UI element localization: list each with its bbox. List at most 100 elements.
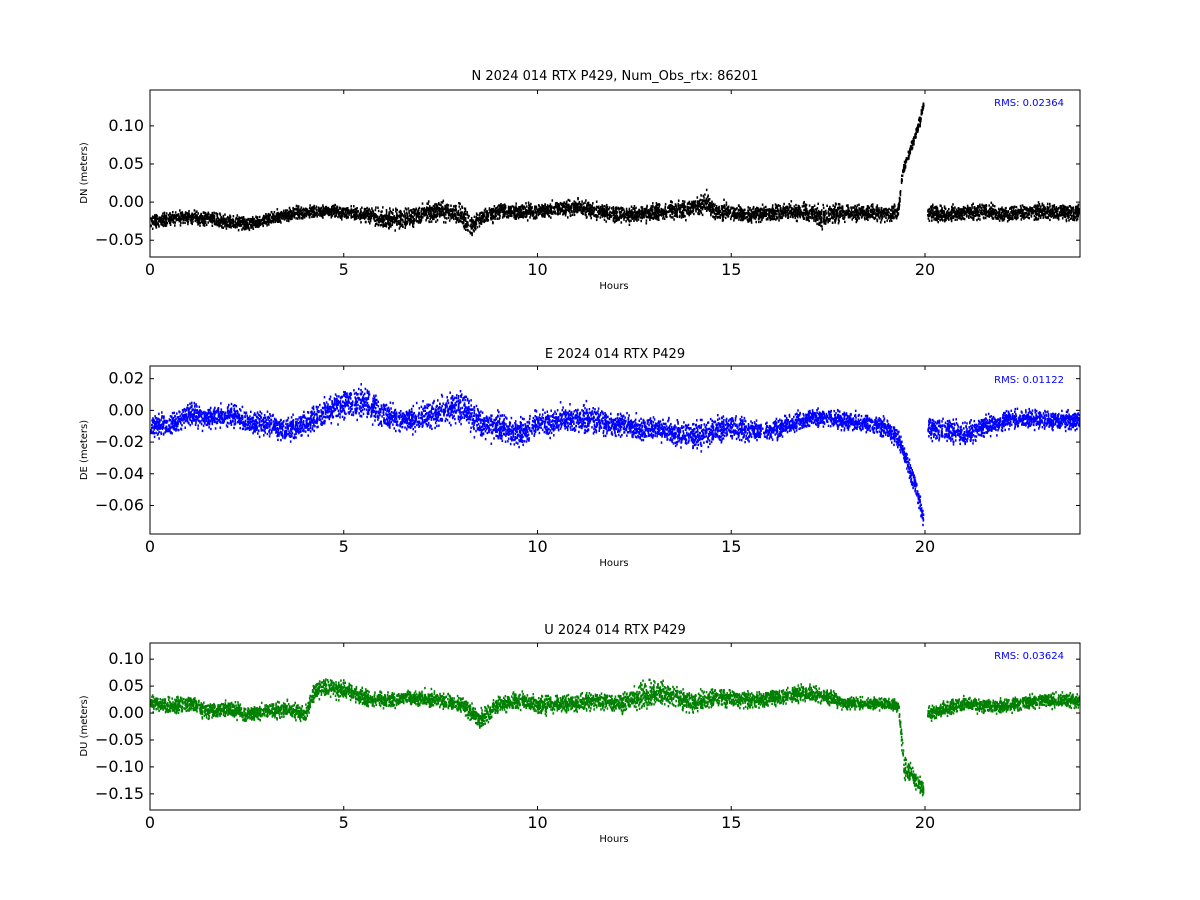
- north-data-point: [442, 209, 444, 212]
- north-data-point: [573, 213, 576, 217]
- north-data-point: [648, 213, 650, 216]
- north-data-point: [747, 206, 749, 209]
- north-data-point: [426, 209, 429, 212]
- north-data-point: [381, 210, 383, 213]
- north-data-point: [474, 228, 477, 231]
- north-data-point: [839, 206, 842, 209]
- north-data-point: [567, 206, 570, 210]
- north-data-point: [244, 218, 246, 221]
- north-data-point: [286, 212, 289, 215]
- north-data-point: [812, 213, 814, 216]
- north-data-point: [395, 214, 398, 217]
- north-data-point: [768, 216, 771, 219]
- north-data-point: [544, 211, 547, 214]
- north-data-point: [178, 216, 180, 219]
- north-data-point: [886, 208, 889, 212]
- north-data-point: [777, 216, 779, 219]
- north-data-point: [575, 205, 577, 208]
- north-data-point: [390, 216, 392, 219]
- north-data-point: [600, 205, 602, 209]
- north-data-point: [780, 207, 782, 210]
- north-data-point: [493, 209, 496, 212]
- north-data-point: [669, 204, 671, 207]
- north-data-point: [590, 206, 592, 210]
- north-data-point: [238, 218, 241, 221]
- north-data-point: [417, 208, 420, 211]
- north-data-point: [566, 208, 568, 211]
- north-data-point: [203, 211, 206, 215]
- north-data-point: [557, 210, 559, 214]
- north-data-point: [450, 217, 452, 220]
- north-data-point: [463, 216, 466, 219]
- north-data-point: [485, 215, 488, 218]
- north-data-point: [373, 219, 376, 222]
- north-data-point: [393, 215, 396, 218]
- north-data-point: [571, 203, 573, 206]
- north-data-point: [658, 208, 660, 212]
- north-data-point: [640, 206, 643, 209]
- north-data-point: [812, 216, 815, 219]
- north-data-point: [556, 208, 559, 211]
- north-data-point: [812, 208, 815, 212]
- north-data-point: [772, 210, 774, 213]
- north-data-point: [645, 219, 648, 222]
- north-data-point: [169, 223, 172, 226]
- north-data-point: [879, 221, 882, 224]
- north-data-point: [808, 204, 811, 207]
- north-data-point: [216, 212, 219, 216]
- north-data-point: [369, 219, 372, 223]
- north-data-point: [837, 218, 840, 222]
- north-data-point: [770, 208, 773, 211]
- north-data-point: [369, 209, 371, 212]
- north-data-point: [555, 205, 557, 209]
- north-data-point: [408, 211, 410, 215]
- north-data-point: [718, 206, 720, 210]
- north-data-point: [417, 209, 419, 212]
- north-data-point: [210, 213, 212, 217]
- north-data-point: [368, 212, 371, 216]
- north-data-point: [724, 209, 727, 213]
- north-data-point: [800, 210, 803, 214]
- north-data-point: [241, 228, 243, 231]
- north-data-point: [837, 214, 840, 218]
- north-data-point: [809, 216, 811, 219]
- north-data-point: [502, 204, 504, 207]
- north-data-point: [754, 208, 756, 212]
- north-data-point: [650, 206, 653, 210]
- north-data-point: [686, 202, 689, 205]
- north-data-point: [515, 216, 517, 219]
- north-data-point: [212, 216, 214, 219]
- north-data-point: [693, 200, 695, 203]
- north-data-point: [665, 214, 667, 217]
- north-data-point: [439, 210, 441, 213]
- north-data-point: [219, 213, 222, 217]
- north-data-point: [525, 202, 527, 205]
- north-data-point: [388, 216, 391, 219]
- north-data-point: [542, 205, 544, 209]
- north-data-point: [622, 214, 625, 218]
- north-data-point: [684, 215, 686, 218]
- north-data-point: [804, 212, 807, 215]
- north-data-point: [312, 215, 315, 218]
- north-data-point: [185, 218, 187, 221]
- north-data-point: [861, 211, 864, 214]
- north-data-point: [423, 209, 425, 213]
- north-data-point: [161, 223, 164, 226]
- north-data-point: [697, 200, 699, 204]
- north-data-point: [282, 212, 284, 215]
- north-data-point: [296, 212, 298, 215]
- north-data-point: [807, 216, 810, 219]
- north-data-point: [410, 220, 412, 224]
- north-data-point: [514, 217, 516, 220]
- north-data-point: [382, 223, 385, 226]
- north-data-point: [363, 207, 366, 211]
- north-data-point: [486, 216, 489, 219]
- north-data-point: [630, 216, 633, 219]
- north-data-point: [329, 211, 331, 214]
- north-data-point: [870, 210, 873, 213]
- north-data-point: [850, 209, 853, 212]
- north-data-point: [758, 220, 760, 224]
- north-data-point: [705, 209, 708, 212]
- north-data-point: [822, 203, 824, 207]
- north-data-point: [715, 206, 718, 209]
